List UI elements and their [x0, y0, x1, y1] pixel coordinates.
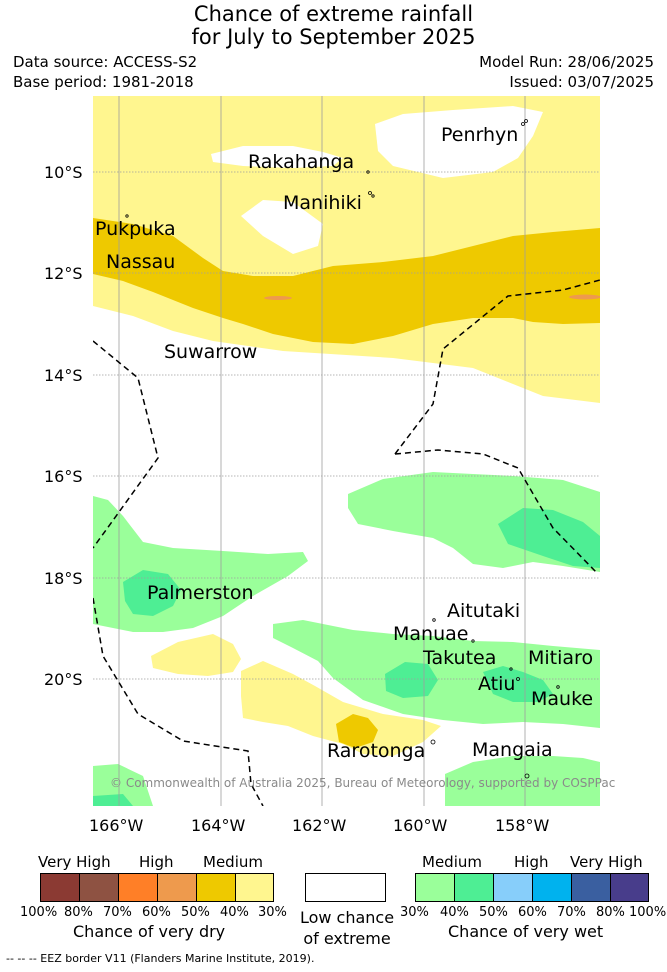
place-label-manuae: Manuae: [393, 623, 469, 645]
legend-dry-tick: 60%: [142, 905, 171, 920]
dry-medium-area: [336, 714, 378, 748]
lon-label: 160°W: [393, 816, 448, 835]
legend-dry-tick: 50%: [181, 905, 210, 920]
wet-high-area: [385, 662, 438, 698]
legend-dry-tick: 80%: [64, 905, 93, 920]
place-label-mauke: Mauke: [531, 688, 594, 710]
issued-date: Issued: 03/07/2025: [509, 73, 654, 91]
legend-dry-swatch: [118, 873, 158, 902]
map-title-line1: Chance of extreme rainfall: [193, 2, 474, 26]
legend-dry-tick: 100%: [20, 905, 58, 920]
low-chance-area: [241, 200, 323, 254]
legend-wet-header: High: [514, 853, 549, 871]
lat-label: 14°S: [44, 366, 83, 385]
place-label-atiu: Atiu: [478, 673, 516, 695]
place-label-manihiki: Manihiki: [283, 192, 362, 214]
legend-dry-tick: 70%: [103, 905, 132, 920]
place-label-mangaia: Mangaia: [472, 739, 553, 761]
lat-label: 18°S: [44, 569, 83, 588]
place-label-takutea: Takutea: [423, 647, 497, 669]
wet-high-area: [123, 570, 181, 616]
copyright-notice: © Commonwealth of Australia 2025, Bureau…: [110, 776, 616, 790]
legend-wet-swatch: [610, 873, 649, 902]
place-label-penrhyn: Penrhyn: [441, 124, 519, 146]
place-label-mitiaro: Mitiaro: [528, 647, 594, 669]
legend-dry-tick: 30%: [258, 905, 287, 920]
wet-high-area: [483, 666, 553, 702]
legend-wet-swatch: [493, 873, 533, 902]
wet-high-area: [93, 794, 133, 806]
legend-wet-tick: 30%: [400, 905, 429, 920]
eez-border: [93, 279, 600, 806]
island-markers: [125, 119, 560, 779]
legend-dry-header: Very High: [38, 853, 111, 871]
rainfall-map: [93, 96, 600, 806]
place-label-suwarrow: Suwarrow: [164, 341, 258, 363]
low-chance-area: [211, 146, 343, 168]
legend-dry-swatch: [235, 873, 274, 902]
place-label-rarotonga: Rarotonga: [327, 740, 426, 762]
map-title-line2: for July to September 2025: [191, 25, 476, 49]
eez-footnote: -- -- -- EEZ border V11 (Flanders Marine…: [6, 952, 315, 965]
dry-medium-area: [241, 661, 441, 756]
legend-wet-tick: 100%: [629, 905, 667, 920]
lon-label: 158°W: [495, 816, 550, 835]
lat-gridlines: [93, 171, 600, 680]
legend-dry-swatch: [79, 873, 119, 902]
legend-low-chance-line1: Low chance: [299, 908, 395, 927]
legend-wet-swatch: [415, 873, 455, 902]
legend-wet-swatch: [532, 873, 572, 902]
place-label-nassau: Nassau: [106, 251, 176, 273]
lon-label: 166°W: [89, 816, 144, 835]
lat-label: 16°S: [44, 467, 83, 486]
legend-dry-tick: 40%: [220, 905, 249, 920]
legend-low-chance-swatch: [305, 873, 386, 902]
legend-wet-swatch: [571, 873, 611, 902]
legend-dry-swatch: [157, 873, 197, 902]
legend-wet-tick: 80%: [596, 905, 625, 920]
gridlines: [118, 96, 526, 806]
legend-dry-swatch: [40, 873, 80, 902]
legend-wet-tick: 60%: [518, 905, 547, 920]
legend-dry-caption: Chance of very dry: [73, 922, 226, 941]
wet-medium-area: [445, 756, 600, 806]
place-label-pukpuka: Pukpuka: [95, 218, 176, 240]
legend-dry-header: High: [139, 853, 174, 871]
legend-wet-swatch: [454, 873, 494, 902]
legend-wet-tick: 40%: [440, 905, 469, 920]
low-chance-area: [375, 106, 543, 178]
legend-dry-swatch: [196, 873, 236, 902]
lat-label: 10°S: [44, 163, 83, 182]
data-source: Data source: ACCESS-S2: [13, 53, 198, 71]
dry-high-area: [569, 294, 600, 300]
lat-label: 20°S: [44, 670, 83, 689]
legend-wet-header: Very High: [570, 853, 643, 871]
legend-dry-header: Medium: [203, 853, 263, 871]
legend-low-chance-line2: of extreme: [303, 929, 391, 948]
base-period: Base period: 1981-2018: [13, 73, 194, 91]
legend-wet-caption: Chance of very wet: [448, 922, 604, 941]
dry-medium-area: [151, 634, 241, 676]
legend-wet-header: Medium: [422, 853, 482, 871]
place-label-aitutaki: Aitutaki: [447, 600, 521, 622]
legend-wet-tick: 50%: [479, 905, 508, 920]
wet-high-area: [498, 508, 600, 568]
dry-medium-area: [93, 218, 600, 344]
dry-high-area: [264, 296, 292, 300]
place-label-rakahanga: Rakahanga: [248, 151, 355, 173]
place-label-palmerston: Palmerston: [147, 582, 254, 604]
legend-wet-tick: 70%: [557, 905, 586, 920]
model-run: Model Run: 28/06/2025: [479, 53, 654, 71]
lat-label: 12°S: [44, 264, 83, 283]
lon-label: 164°W: [191, 816, 246, 835]
lon-label: 162°W: [292, 816, 347, 835]
